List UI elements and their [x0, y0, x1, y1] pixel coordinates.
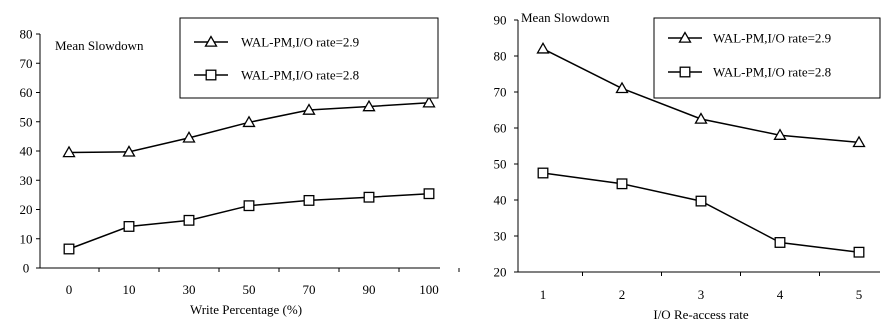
legend-marker-square: [679, 66, 691, 78]
y-tick-label: 30: [494, 229, 507, 244]
data-point-square: [695, 195, 707, 207]
x-tick-label: 2: [619, 287, 626, 302]
series-line: [542, 172, 860, 253]
data-point-square: [243, 200, 255, 212]
data-point-square: [774, 237, 786, 248]
x-tick-label: 3: [698, 287, 705, 302]
data-point-square: [363, 191, 375, 203]
x-tick-label: 10: [123, 282, 136, 297]
x-tick-label: 70: [303, 282, 316, 297]
legend-label: WAL-PM,I/O rate=2.8: [713, 65, 831, 80]
x-tick-label: 5: [856, 287, 863, 302]
y-tick-label: 70: [494, 85, 507, 100]
y-axis-label: Mean Slowdown: [55, 38, 144, 53]
data-point-triangle: [242, 115, 256, 128]
data-point-square: [853, 246, 865, 258]
y-tick-label: 10: [20, 231, 33, 246]
x-tick-label: 30: [183, 282, 196, 297]
y-tick-label: 50: [20, 114, 33, 129]
data-point-triangle: [62, 145, 76, 158]
data-point-triangle: [182, 131, 196, 143]
data-point-square: [616, 178, 628, 190]
data-point-square: [63, 243, 75, 255]
y-tick-label: 90: [494, 13, 507, 28]
data-point-triangle: [773, 128, 787, 140]
data-point-triangle: [852, 135, 866, 148]
data-point-triangle: [615, 81, 629, 94]
x-tick-label: 50: [243, 282, 256, 297]
y-tick-label: 50: [494, 157, 507, 172]
chart-io-reaccess-rate: 20 30 40 50 60 70 80 90 1 2 3 4 5 I/O Re-access rate M…: [494, 10, 881, 322]
data-point-triangle: [536, 41, 550, 54]
x-tick-label: 90: [363, 282, 376, 297]
data-point-square: [537, 167, 549, 179]
data-point-triangle: [422, 95, 436, 108]
legend-marker-triangle: [678, 31, 692, 43]
data-point-square: [303, 194, 315, 206]
y-tick-label: 40: [494, 193, 507, 208]
data-point-square: [123, 221, 135, 232]
y-tick-label: 0: [23, 261, 30, 276]
x-axis-label: Write Percentage (%): [190, 302, 302, 317]
x-tick-label: 4: [777, 287, 784, 302]
chart-write-percentage: 0 10 20 30 40 50 60 70 80 0 10 30 50 70 90 100 Write Per…: [20, 17, 460, 317]
data-point-square: [183, 214, 195, 226]
legend-label: WAL-PM,I/O rate=2.9: [713, 31, 831, 46]
y-tick-label: 80: [494, 49, 507, 64]
y-tick-label: 40: [20, 144, 33, 159]
x-tick-label: 1: [540, 287, 547, 302]
data-point-triangle: [362, 99, 376, 112]
x-axis-label: I/O Re-access rate: [653, 307, 749, 322]
y-tick-label: 60: [20, 85, 33, 100]
series-line: [68, 101, 430, 154]
legend-marker-square: [205, 69, 217, 81]
legend-box: [653, 17, 881, 99]
y-tick-label: 20: [494, 265, 507, 280]
legend-label: WAL-PM,I/O rate=2.9: [241, 35, 359, 50]
data-point-square: [423, 188, 435, 200]
data-point-triangle: [122, 145, 136, 157]
data-point-triangle: [302, 103, 316, 115]
legend-box: [179, 17, 439, 99]
y-tick-label: 30: [20, 173, 33, 188]
data-point-triangle: [694, 112, 708, 124]
y-tick-label: 60: [494, 121, 507, 136]
legend-label: WAL-PM,I/O rate=2.8: [241, 68, 359, 83]
y-tick-label: 80: [20, 27, 33, 42]
x-tick-label: 100: [419, 282, 439, 297]
legend-marker-triangle: [204, 35, 218, 47]
x-tick-label: 0: [66, 282, 73, 297]
y-axis-label: Mean Slowdown: [521, 10, 610, 25]
y-tick-label: 70: [20, 56, 33, 71]
y-tick-label: 20: [20, 202, 33, 217]
